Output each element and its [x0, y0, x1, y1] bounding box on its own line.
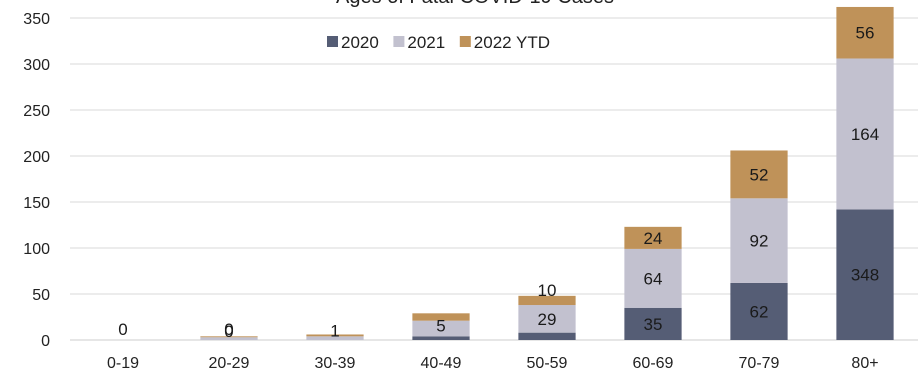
- x-tick-label: 30-39: [315, 355, 356, 372]
- y-tick-label: 250: [23, 103, 50, 120]
- data-label: 52: [750, 165, 769, 184]
- legend-label: 2020: [341, 33, 379, 52]
- bar-segment: [730, 198, 788, 283]
- bars: [200, 6, 894, 340]
- y-tick-label: 100: [23, 241, 50, 258]
- bar-segment: [306, 336, 364, 340]
- bar-segment: [518, 332, 576, 340]
- data-label: 10: [538, 281, 557, 300]
- bar-segment: [518, 295, 576, 306]
- data-label: 1: [330, 321, 339, 340]
- y-tick-label: 50: [32, 287, 50, 304]
- x-tick-label: 40-49: [421, 355, 462, 372]
- data-label: 0: [118, 320, 127, 339]
- data-label: 164: [851, 125, 879, 144]
- x-tick-label: 50-59: [527, 355, 568, 372]
- legend-label: 2022 YTD: [474, 33, 550, 52]
- bar-segment: [836, 209, 894, 340]
- legend-swatch: [393, 36, 405, 47]
- y-tick-label: 150: [23, 195, 50, 212]
- bar-segment: [200, 336, 258, 338]
- y-tick-label: 200: [23, 149, 50, 166]
- gridlines: [70, 17, 918, 341]
- bar-segment: [836, 58, 894, 210]
- chart-title: Ages of Fatal COVID-19 Cases: [336, 0, 614, 8]
- x-tick-label: 70-79: [739, 355, 780, 372]
- data-label: 62: [750, 302, 769, 321]
- data-label: 348: [851, 266, 879, 285]
- bar-segment: [624, 248, 682, 308]
- x-axis-ticks: 0-19 20-29 30-39 40-49 50-59 60-69 70-79 80+: [107, 355, 879, 372]
- data-label: 29: [538, 310, 557, 329]
- x-tick-label: 60-69: [633, 355, 674, 372]
- x-tick-label: 80+: [851, 355, 878, 372]
- bar-segment: [836, 6, 894, 59]
- data-label: 24: [644, 229, 663, 248]
- bar-segment: [412, 336, 470, 340]
- x-tick-label: 0-19: [107, 355, 139, 372]
- legend-label: 2021: [407, 33, 445, 52]
- y-axis-ticks: 0 50 100 150 200 250 300 350: [23, 11, 50, 350]
- data-label: 56: [856, 24, 875, 43]
- bar-segment: [624, 307, 682, 340]
- data-label: 35: [644, 315, 663, 334]
- legend: 2020 2021 2022 YTD: [327, 33, 550, 52]
- bar-segment: [412, 313, 470, 321]
- bar-segment: [624, 226, 682, 249]
- y-tick-label: 350: [23, 11, 50, 28]
- y-tick-label: 0: [41, 333, 50, 350]
- data-label: 92: [750, 232, 769, 251]
- bar-segment: [518, 305, 576, 333]
- data-label: 0: [224, 322, 233, 341]
- data-label: 5: [436, 316, 445, 335]
- data-label: 0: [224, 320, 233, 339]
- bar-segment: [730, 150, 788, 199]
- bar-segment: [306, 334, 364, 337]
- bar-segment: [412, 320, 470, 337]
- bar-segment: [730, 282, 788, 340]
- legend-swatch: [327, 36, 338, 47]
- data-label: 64: [644, 269, 663, 288]
- y-tick-label: 300: [23, 57, 50, 74]
- legend-swatch: [459, 36, 471, 47]
- bar-segment: [200, 337, 258, 340]
- x-tick-label: 20-29: [209, 355, 250, 372]
